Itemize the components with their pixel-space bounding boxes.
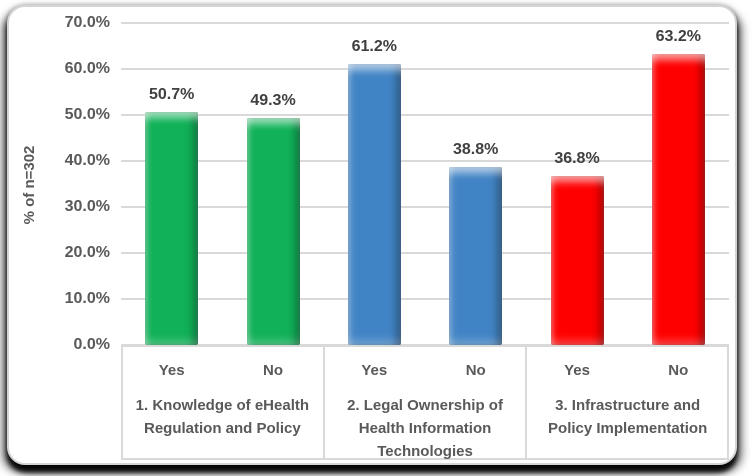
gridline [121, 206, 729, 208]
group-label-line: Policy Implementation [548, 420, 708, 437]
bar-group2-no [449, 166, 503, 346]
y-tick-label: 20.0% [64, 244, 110, 261]
bar-group1-no [246, 118, 300, 345]
group-label-line: Regulation and Policy [144, 420, 301, 437]
y-tick-label: 0.0% [73, 336, 110, 353]
gridline [121, 114, 729, 116]
bar-value-label: 63.2% [655, 28, 701, 46]
y-tick-label: 30.0% [64, 198, 110, 215]
y-tick-label: 50.0% [64, 106, 110, 123]
y-tick-label: 60.0% [64, 60, 110, 77]
bar-bevel [348, 64, 401, 346]
bar-group3-no [651, 54, 705, 345]
group-label-line: Technologies [377, 443, 473, 460]
category-divider [322, 345, 325, 460]
category-label-yes: Yes [158, 362, 185, 379]
bar-group2-yes [347, 63, 401, 346]
category-axis-box [121, 345, 729, 460]
bar-value-label: 61.2% [351, 37, 397, 55]
group-label-line: 3. Infrastructure and [555, 397, 701, 414]
bar-value-label: 36.8% [554, 149, 600, 167]
category-divider [525, 345, 528, 460]
bar-bevel [145, 112, 198, 345]
category-label-no: No [465, 362, 486, 379]
gridline [121, 252, 729, 254]
category-label-no: No [263, 362, 283, 379]
bar-bevel [551, 176, 604, 345]
bar-bevel [449, 167, 502, 346]
gridline [121, 68, 729, 70]
category-label-yes: Yes [361, 362, 388, 379]
bar-group1-yes [145, 111, 199, 345]
y-tick-label: 40.0% [64, 152, 110, 169]
category-label-no: No [668, 362, 689, 379]
gridline [121, 22, 729, 24]
gridline [121, 160, 729, 162]
group-label-line: 2. Legal Ownership of [347, 397, 503, 414]
category-label-yes: Yes [564, 362, 590, 379]
group-label-1: 1. Knowledge of eHealth Regulation and Po… [123, 394, 322, 440]
group-label-line: Health Information [358, 420, 492, 437]
y-tick-label: 10.0% [64, 290, 110, 307]
bar-value-label: 50.7% [149, 85, 195, 103]
bar-group3-yes [550, 175, 604, 345]
group-label-line: 1. Knowledge of eHealth [135, 397, 310, 414]
bar-value-label: 49.3% [250, 92, 296, 110]
bar-bevel [652, 54, 705, 345]
bar-value-label: 38.8% [453, 140, 499, 158]
group-label-3: 3. Infrastructure and Policy Implementati… [528, 394, 727, 440]
gridline [121, 298, 729, 300]
y-tick-label: 70.0% [64, 14, 110, 31]
bar-bevel [247, 118, 300, 345]
group-label-2: 2. Legal Ownership of Health Information T… [326, 394, 525, 463]
